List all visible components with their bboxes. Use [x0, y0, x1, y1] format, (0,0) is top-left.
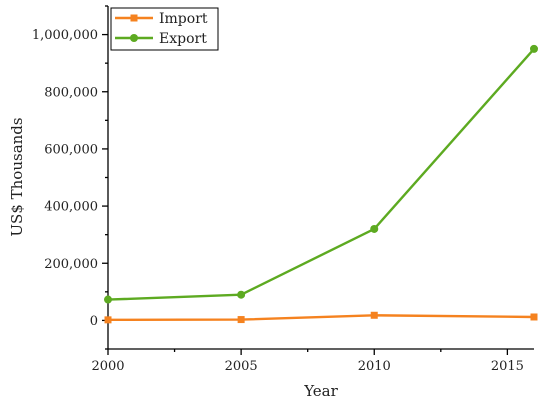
export-marker: [530, 44, 538, 53]
export-series-line: [107, 48, 535, 301]
y-tick-label: 600,000: [44, 142, 98, 157]
import-marker: [530, 313, 538, 321]
export-marker: [237, 290, 246, 299]
legend-import-marker: [130, 14, 138, 22]
export-marker: [370, 224, 379, 233]
import-marker: [370, 311, 378, 319]
legend-export-label: Export: [159, 31, 207, 47]
import-series-line: [107, 314, 535, 321]
y-tick-label: 400,000: [44, 200, 98, 215]
legend-box: [110, 7, 219, 51]
y-tick-label: 1,000,000: [32, 28, 98, 43]
import-marker: [237, 316, 245, 324]
legend-export-marker: [130, 34, 138, 42]
y-tick-label: 800,000: [44, 85, 98, 100]
x-tick-label: 2015: [491, 359, 524, 374]
x-axis-title: Year: [303, 382, 338, 400]
export-marker: [104, 295, 112, 304]
import-marker: [104, 316, 112, 324]
y-tick-label: 200,000: [44, 257, 98, 272]
legend-import-label: Import: [159, 11, 208, 27]
y-axis-title: US$ Thousands: [8, 117, 26, 236]
legend: Import Export: [110, 7, 219, 51]
x-tick-label: 2010: [358, 359, 391, 374]
x-tick-label: 2000: [91, 359, 124, 374]
y-tick-label: 0: [90, 314, 98, 329]
axes: 0 200,000 400,000 600,000 800,000 1,000,000 20…: [32, 5, 534, 374]
series-layer: [104, 44, 538, 324]
x-tick-label: 2005: [225, 359, 258, 374]
